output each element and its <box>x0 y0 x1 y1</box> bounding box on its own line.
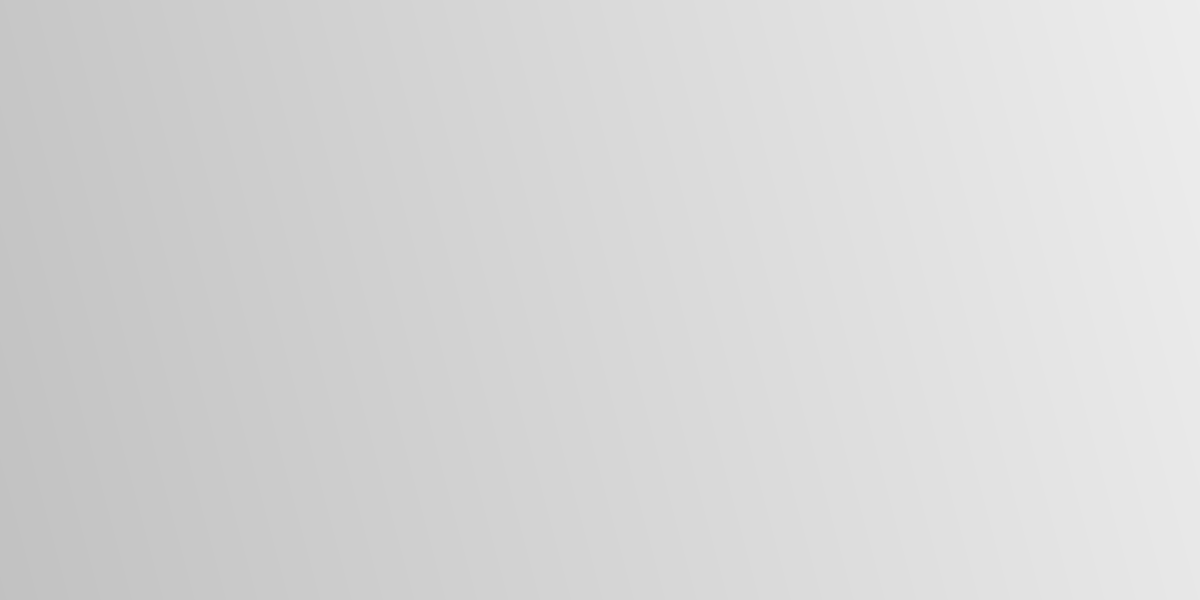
Bar <box>584 479 644 504</box>
Legend: 2023, 2032: 2023, 2032 <box>804 17 982 38</box>
Y-axis label: Market Size in USD Billion: Market Size in USD Billion <box>74 162 94 404</box>
Bar <box>430 139 490 504</box>
Bar <box>799 472 860 504</box>
Bar <box>368 359 430 504</box>
Bar <box>154 354 214 504</box>
Bar <box>860 407 920 504</box>
Bar <box>644 427 704 504</box>
Text: Intracardiac Echocardiography Market, By Regional, 2023 & 2032: Intracardiac Echocardiography Market, By… <box>104 21 1078 47</box>
Bar <box>1075 455 1136 504</box>
Bar <box>1015 491 1075 504</box>
Bar <box>214 180 274 504</box>
Text: 2.54: 2.54 <box>149 335 186 350</box>
